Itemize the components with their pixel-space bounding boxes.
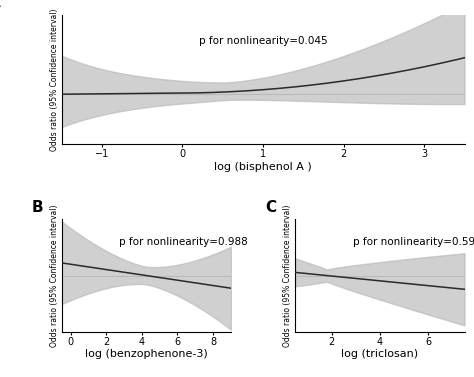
Text: A: A	[0, 0, 1, 10]
Text: p for nonlinearity=0.045: p for nonlinearity=0.045	[199, 36, 327, 46]
X-axis label: log (triclosan): log (triclosan)	[341, 349, 419, 359]
Y-axis label: Odds ratio (95% Confidence interval): Odds ratio (95% Confidence interval)	[283, 204, 292, 347]
Y-axis label: Odds ratio (95% Confidence interval): Odds ratio (95% Confidence interval)	[50, 8, 59, 151]
X-axis label: log (benzophenone-3): log (benzophenone-3)	[85, 349, 208, 359]
Y-axis label: Odds ratio (95% Confidence interval): Odds ratio (95% Confidence interval)	[50, 204, 59, 347]
Text: B: B	[31, 200, 43, 215]
Text: p for nonlinearity=0.988: p for nonlinearity=0.988	[119, 237, 248, 247]
Text: C: C	[265, 200, 276, 215]
X-axis label: log (bisphenol A ): log (bisphenol A )	[214, 162, 312, 172]
Text: p for nonlinearity=0.593: p for nonlinearity=0.593	[353, 237, 474, 247]
